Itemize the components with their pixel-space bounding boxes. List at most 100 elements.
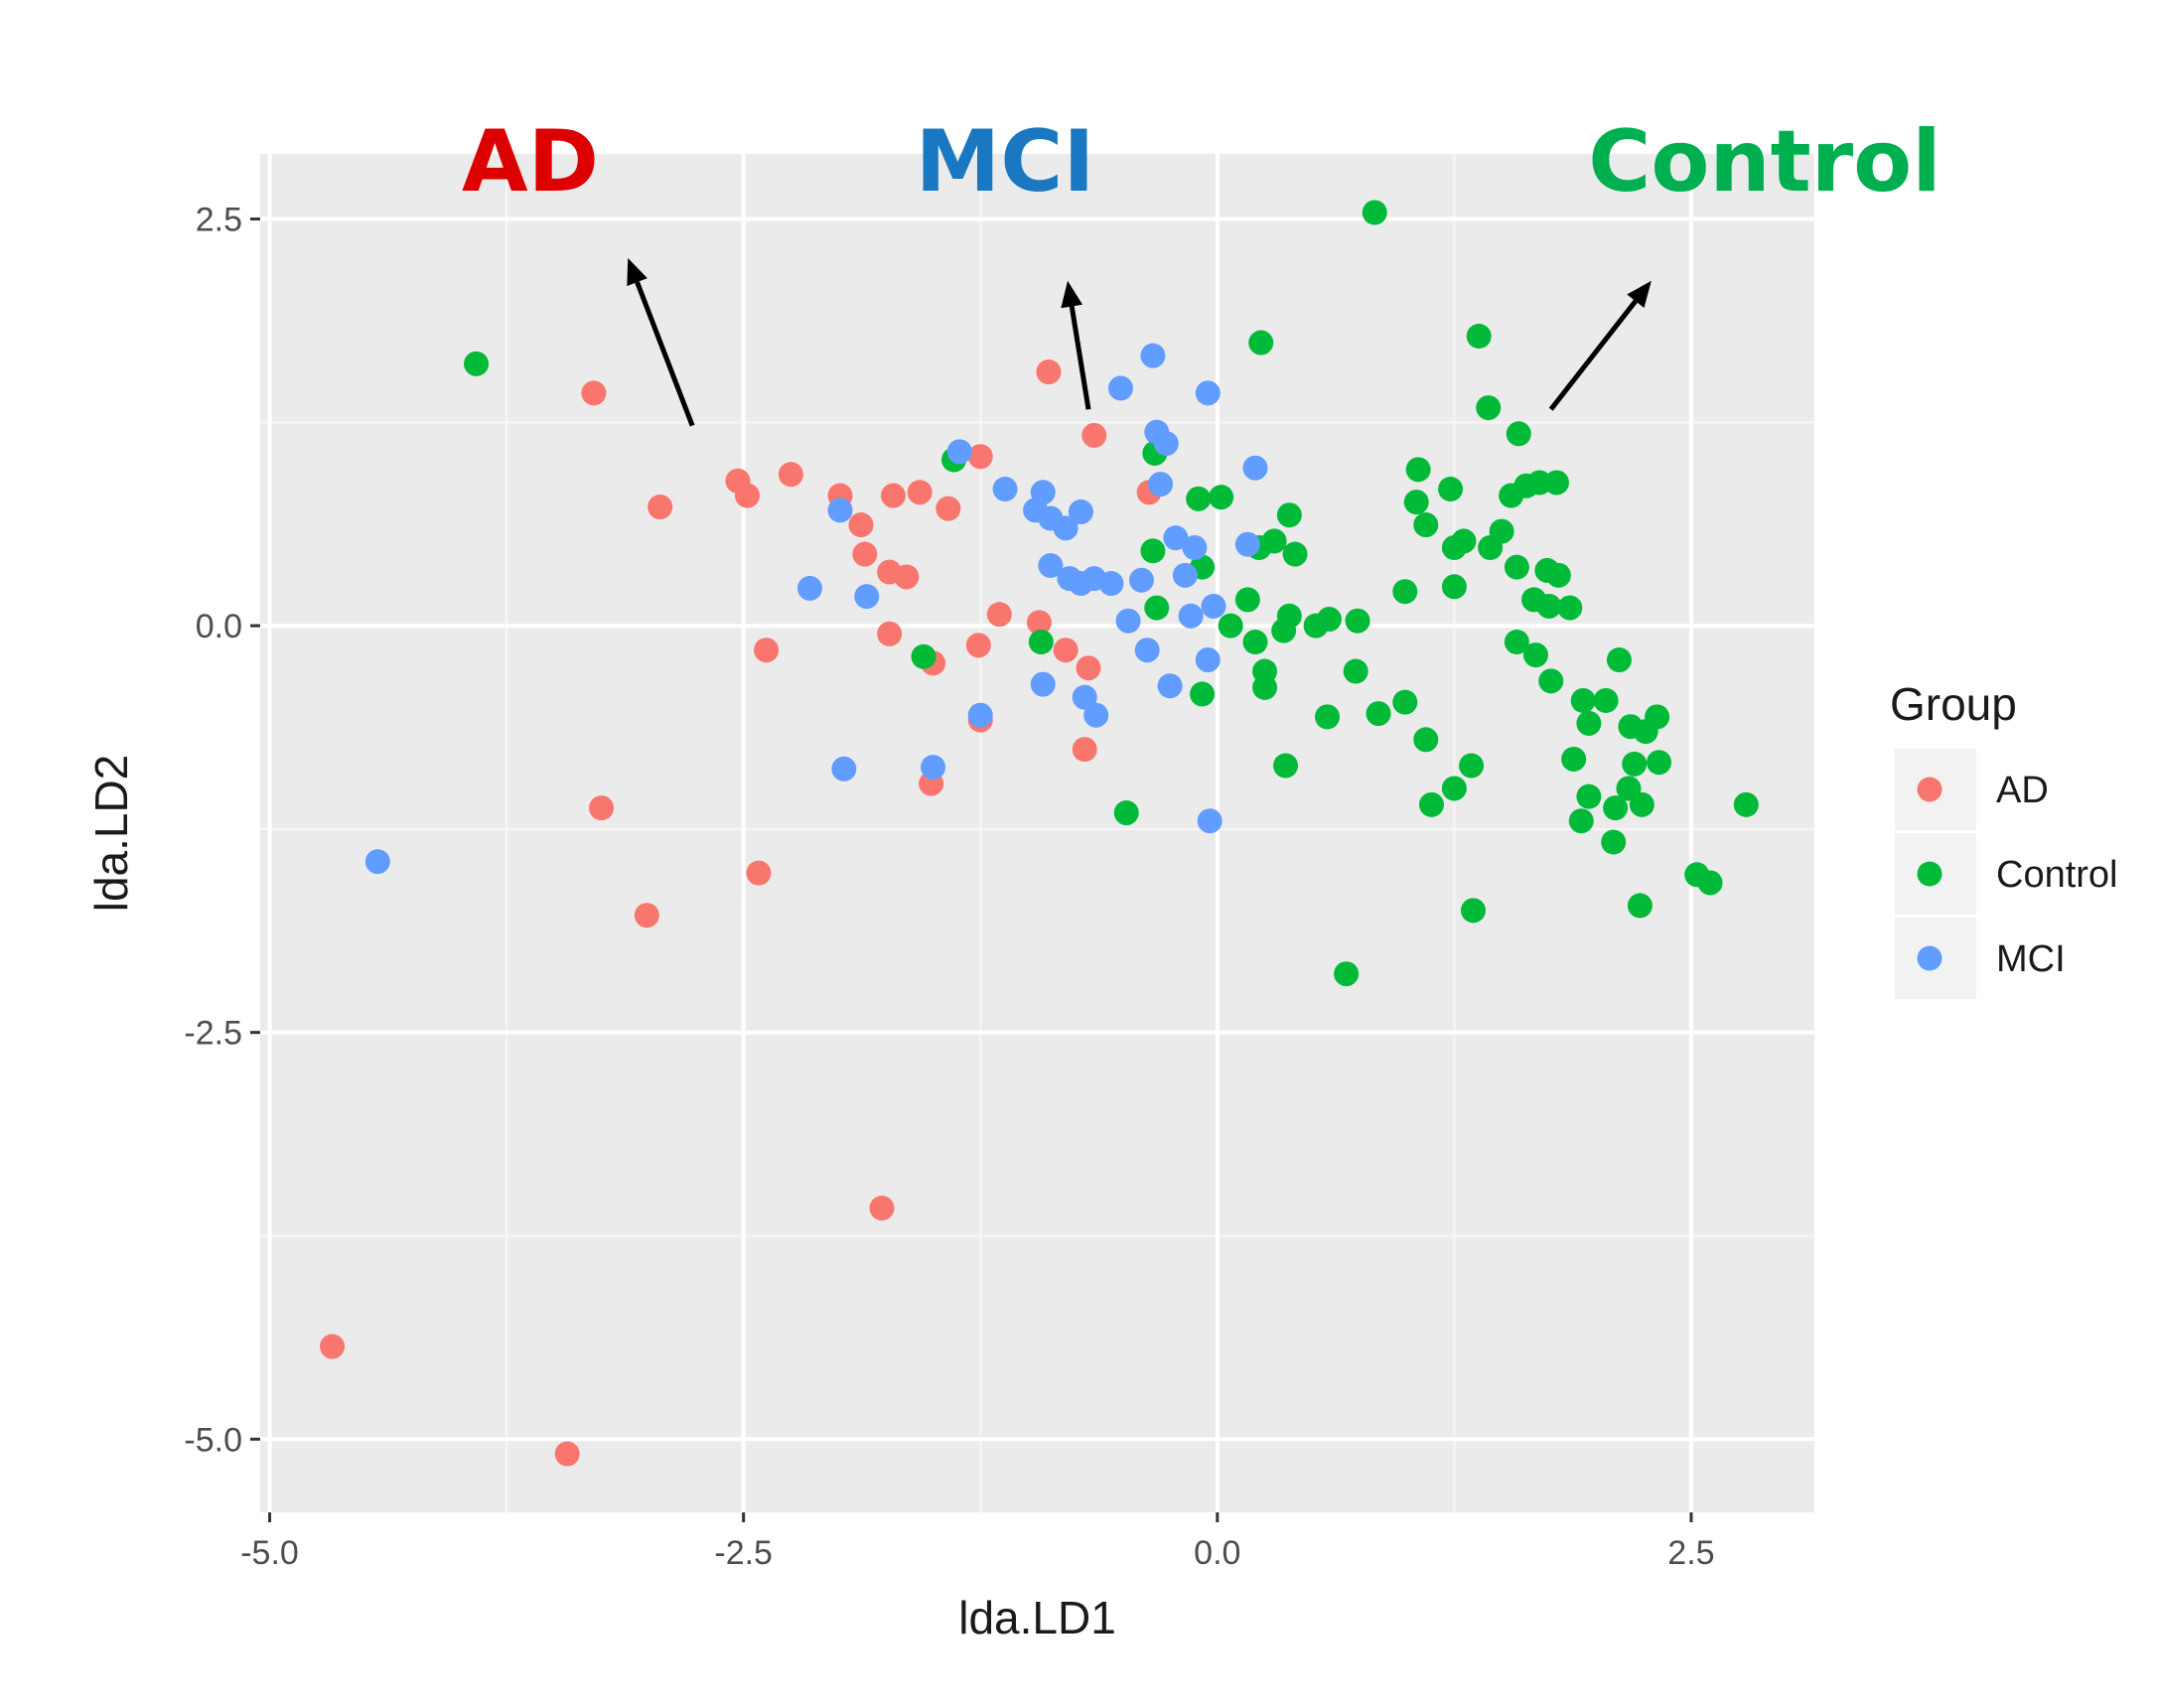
data-point-ad bbox=[1076, 655, 1101, 681]
annotation-arrow-line bbox=[1069, 306, 1091, 410]
data-point-ad bbox=[648, 495, 673, 520]
data-point-mci bbox=[1072, 684, 1097, 710]
data-point-control bbox=[1362, 200, 1387, 225]
data-point-ad bbox=[1072, 737, 1097, 763]
data-point-control bbox=[1413, 727, 1439, 753]
data-point-control bbox=[1504, 554, 1529, 580]
data-point-mci bbox=[1098, 571, 1124, 597]
data-point-ad bbox=[634, 903, 659, 928]
data-point-ad bbox=[1081, 422, 1107, 448]
data-point-control bbox=[1545, 562, 1571, 588]
data-point-control bbox=[1413, 512, 1439, 538]
data-point-control bbox=[464, 351, 490, 376]
data-point-mci bbox=[827, 498, 853, 523]
legend-label-ad: AD bbox=[1996, 770, 2049, 811]
data-point-control bbox=[1343, 658, 1368, 684]
data-point-mci bbox=[1128, 567, 1154, 593]
data-point-mci bbox=[921, 755, 946, 781]
data-point-ad bbox=[1036, 359, 1062, 385]
data-point-control bbox=[1601, 829, 1627, 855]
data-point-control bbox=[1334, 961, 1360, 987]
data-point-mci bbox=[1148, 472, 1174, 498]
annotation-label-control: Control bbox=[1588, 112, 1942, 212]
data-point-control bbox=[1315, 704, 1341, 730]
data-point-mci bbox=[1195, 647, 1221, 673]
annotation-arrow-line bbox=[635, 281, 695, 427]
data-point-control bbox=[1438, 476, 1464, 501]
y-axis-title: lda.LD2 bbox=[85, 755, 137, 913]
legend-title: Group bbox=[1890, 678, 2017, 730]
data-point-ad bbox=[754, 638, 780, 663]
x-tick-label: -5.0 bbox=[240, 1534, 299, 1572]
data-point-control bbox=[1466, 323, 1492, 349]
data-point-ad bbox=[734, 483, 760, 508]
plot-panel bbox=[260, 154, 1814, 1512]
data-point-ad bbox=[1026, 610, 1052, 636]
data-point-control bbox=[1316, 607, 1342, 633]
data-point-ad bbox=[869, 1196, 895, 1221]
data-point-control bbox=[1441, 574, 1467, 600]
annotation-arrowhead bbox=[627, 257, 648, 287]
data-point-control bbox=[1543, 470, 1569, 496]
data-point-ad bbox=[936, 496, 961, 521]
legend-label-control: Control bbox=[1996, 854, 2118, 896]
data-point-control bbox=[1186, 486, 1212, 511]
data-point-control bbox=[1622, 751, 1648, 777]
data-point-ad bbox=[746, 860, 772, 886]
data-point-ad bbox=[986, 602, 1012, 628]
x-axis-title: lda.LD1 bbox=[958, 1592, 1116, 1643]
data-point-mci bbox=[1153, 431, 1179, 457]
data-point-control bbox=[1629, 791, 1655, 817]
data-point-control bbox=[1273, 753, 1299, 779]
data-point-mci bbox=[1068, 498, 1093, 524]
data-point-control bbox=[1242, 629, 1268, 654]
legend-swatch-mci bbox=[1917, 945, 1943, 971]
data-point-control bbox=[1576, 783, 1602, 809]
data-point-control bbox=[1441, 776, 1467, 801]
data-point-ad bbox=[894, 564, 920, 590]
data-point-mci bbox=[967, 702, 993, 728]
data-point-mci bbox=[1182, 534, 1208, 560]
data-point-mci bbox=[1195, 380, 1221, 406]
data-point-control bbox=[1526, 470, 1552, 496]
data-point-control bbox=[1647, 750, 1671, 776]
data-point-control bbox=[1248, 330, 1274, 356]
data-point-control bbox=[1218, 613, 1243, 639]
legend: Group AD Control MCI bbox=[1890, 678, 2118, 999]
data-point-control bbox=[1733, 791, 1759, 817]
data-point-mci bbox=[1053, 515, 1079, 541]
y-tick-label: -2.5 bbox=[184, 1015, 242, 1053]
data-point-ad bbox=[907, 480, 933, 505]
data-point-control bbox=[1489, 518, 1514, 544]
data-point-control bbox=[1403, 490, 1429, 515]
data-point-control bbox=[1557, 595, 1583, 621]
data-point-control bbox=[1190, 681, 1216, 707]
data-point-control bbox=[1576, 710, 1602, 736]
data-point-control bbox=[1476, 395, 1502, 421]
annotation-arrowhead bbox=[1627, 280, 1652, 309]
data-point-ad bbox=[581, 380, 607, 406]
annotation-arrow-line bbox=[1548, 299, 1638, 411]
data-point-control bbox=[1392, 689, 1418, 715]
data-point-mci bbox=[1038, 552, 1064, 578]
data-point-mci bbox=[364, 849, 390, 875]
data-point-control bbox=[1276, 603, 1302, 629]
group-annotations: AD MCI Control bbox=[462, 112, 1942, 212]
data-point-control bbox=[1392, 579, 1418, 605]
data-point-ad bbox=[877, 621, 903, 646]
data-point-control bbox=[1460, 898, 1486, 924]
data-point-mci bbox=[992, 476, 1018, 501]
data-point-mci bbox=[1030, 671, 1056, 697]
data-point-control bbox=[1345, 608, 1370, 634]
data-point-mci bbox=[1083, 702, 1109, 728]
data-point-mci bbox=[1140, 343, 1166, 368]
data-point-mci bbox=[1197, 808, 1223, 834]
data-point-control bbox=[1603, 795, 1629, 821]
minor-gridlines bbox=[260, 154, 1814, 1512]
data-point-mci bbox=[1107, 375, 1133, 401]
data-point-mci bbox=[1163, 525, 1189, 551]
data-point-mci bbox=[1134, 638, 1160, 663]
data-point-mci bbox=[1234, 531, 1260, 557]
data-point-control bbox=[1028, 629, 1054, 654]
data-point-control bbox=[1627, 893, 1653, 919]
